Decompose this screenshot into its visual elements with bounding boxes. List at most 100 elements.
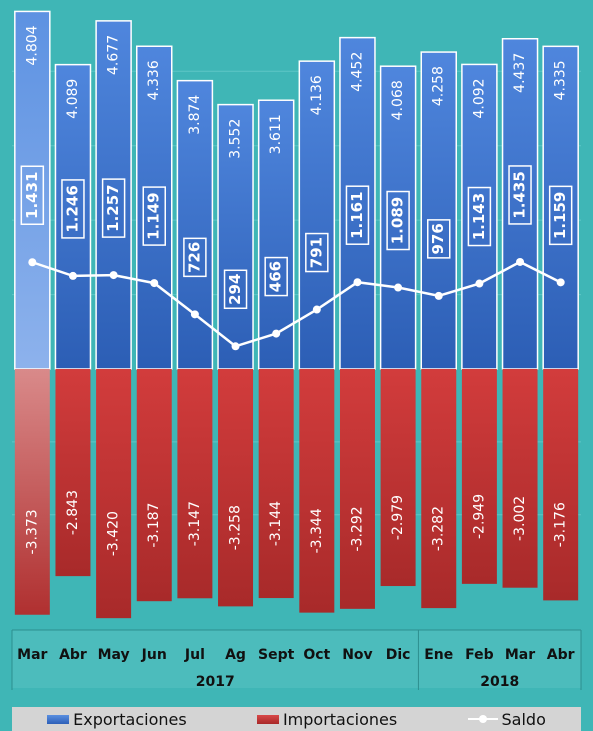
saldo-swatch bbox=[467, 713, 498, 725]
exportaciones-data-label: 4.068 bbox=[390, 80, 406, 120]
saldo-point bbox=[353, 278, 362, 287]
saldo-point bbox=[231, 342, 240, 351]
saldo-data-label: 1.257 bbox=[104, 184, 122, 231]
saldo-label-box bbox=[386, 190, 410, 251]
importaciones-bar bbox=[339, 369, 375, 609]
importaciones-data-label: -3.176 bbox=[553, 502, 569, 547]
exportaciones-bar bbox=[257, 99, 295, 370]
importaciones-bar bbox=[55, 369, 91, 577]
year-group-label: 2017 bbox=[196, 674, 235, 690]
importaciones-bar bbox=[136, 369, 172, 602]
exportaciones-data-label: 3.874 bbox=[187, 95, 203, 135]
importaciones-data-label: -2.979 bbox=[390, 495, 406, 540]
saldo-point bbox=[434, 291, 443, 300]
saldo-point bbox=[394, 283, 403, 292]
saldo-point bbox=[556, 278, 565, 287]
importaciones-swatch bbox=[256, 714, 279, 724]
x-tick-label: Abr bbox=[547, 647, 575, 663]
x-tick-label: Jun bbox=[141, 647, 167, 663]
saldo-label-box bbox=[427, 219, 451, 259]
saldo-data-label: 1.431 bbox=[23, 172, 41, 219]
importaciones-data-label: -3.187 bbox=[146, 503, 162, 548]
importaciones-data-label: -3.147 bbox=[187, 501, 203, 546]
saldo-label-box bbox=[548, 185, 573, 246]
saldo-data-label: 1.143 bbox=[470, 193, 488, 240]
saldo-data-label: 1.161 bbox=[348, 191, 366, 238]
x-tick-label: Mar bbox=[17, 647, 47, 663]
x-tick-label: Jul bbox=[184, 647, 205, 663]
exportaciones-swatch bbox=[47, 714, 70, 724]
exportaciones-data-label: 4.092 bbox=[471, 78, 487, 118]
saldo-point bbox=[272, 329, 281, 338]
exportaciones-data-label: 4.258 bbox=[431, 66, 447, 106]
importaciones-bar bbox=[421, 369, 457, 609]
exportaciones-data-label: 4.136 bbox=[309, 75, 325, 115]
saldo-data-label: 791 bbox=[307, 237, 325, 268]
saldo-data-label: 294 bbox=[226, 274, 244, 305]
x-tick-label: Oct bbox=[303, 647, 330, 663]
importaciones-bar bbox=[96, 369, 132, 619]
exportaciones-data-label: 4.336 bbox=[146, 60, 162, 100]
axis-band bbox=[12, 630, 581, 688]
exportaciones-data-label: 4.335 bbox=[553, 60, 569, 100]
saldo-point bbox=[28, 258, 37, 267]
saldo-label-box bbox=[345, 185, 370, 245]
importaciones-data-label: -3.292 bbox=[349, 506, 365, 551]
saldo-series: 1.431 1.246 1.257 1.149 726 294 466 791 1.161 1.0… bbox=[20, 165, 573, 351]
exportaciones-bar bbox=[176, 79, 214, 370]
importaciones-data-label: -2.949 bbox=[471, 494, 487, 539]
importaciones-bar bbox=[218, 369, 254, 607]
importaciones-data-label: -3.258 bbox=[228, 505, 244, 550]
saldo-label-box bbox=[508, 165, 532, 225]
saldo-label-box bbox=[223, 269, 248, 310]
exportaciones-data-label: 4.804 bbox=[24, 25, 40, 65]
importaciones-data-label: -3.144 bbox=[268, 501, 284, 546]
year-group-label: 2018 bbox=[480, 674, 519, 690]
saldo-label-box bbox=[61, 179, 85, 239]
x-tick-label: Dic bbox=[386, 647, 411, 663]
importaciones-data-label: -2.843 bbox=[65, 490, 81, 535]
saldo-data-label: 1.149 bbox=[145, 192, 163, 239]
x-tick-label: Nov bbox=[342, 647, 372, 663]
saldo-data-label: 466 bbox=[267, 261, 285, 292]
saldo-label-box bbox=[101, 178, 126, 238]
importaciones-bar bbox=[177, 369, 213, 599]
importaciones-series: -3.373 -2.843 -3.420 -3.187 -3.147 -3.258 -3.1… bbox=[14, 369, 579, 619]
x-axis: Mar Abr May Jun Jul Ag Sept Oct Nov Dic Ene Feb Mar A… bbox=[11, 629, 582, 690]
exportaciones-data-label: 4.452 bbox=[349, 52, 365, 92]
x-tick-label: Sept bbox=[258, 647, 295, 663]
legend-item-importaciones: Importaciones bbox=[256, 709, 398, 729]
saldo-point bbox=[150, 279, 159, 288]
exportaciones-data-label: 3.552 bbox=[228, 119, 244, 159]
exportaciones-data-label: 4.677 bbox=[106, 35, 122, 75]
saldo-label-box bbox=[264, 256, 288, 297]
saldo-point bbox=[475, 279, 484, 288]
saldo-point bbox=[312, 305, 321, 314]
importaciones-bar bbox=[461, 369, 497, 584]
legend-label-importaciones: Importaciones bbox=[282, 709, 398, 729]
legend: Exportaciones Importaciones Saldo bbox=[12, 707, 581, 731]
legend-label-saldo: Saldo bbox=[501, 709, 546, 729]
saldo-point bbox=[68, 271, 77, 280]
exportaciones-data-label: 3.611 bbox=[268, 114, 284, 154]
legend-label-exportaciones: Exportaciones bbox=[73, 709, 187, 729]
x-tick-label: Ag bbox=[225, 647, 246, 663]
saldo-point bbox=[516, 257, 525, 266]
saldo-point bbox=[109, 271, 118, 280]
importaciones-bar bbox=[380, 369, 416, 587]
saldo-data-label: 1.159 bbox=[551, 192, 569, 239]
exportaciones-data-label: 4.437 bbox=[512, 53, 528, 93]
x-tick-label: Mar bbox=[505, 647, 535, 663]
x-tick-label: Abr bbox=[59, 647, 87, 663]
legend-item-exportaciones: Exportaciones bbox=[47, 710, 187, 729]
saldo-label-box bbox=[183, 237, 207, 278]
saldo-data-label: 976 bbox=[429, 223, 447, 254]
importaciones-data-label: -3.002 bbox=[512, 496, 528, 541]
saldo-data-label: 1.089 bbox=[389, 197, 407, 244]
saldo-data-label: 1.435 bbox=[511, 171, 529, 218]
saldo-label-box bbox=[467, 186, 492, 247]
importaciones-bar bbox=[14, 369, 50, 615]
importaciones-data-label: -3.420 bbox=[106, 511, 122, 556]
saldo-line bbox=[31, 260, 562, 348]
exportaciones-bar bbox=[420, 51, 457, 370]
